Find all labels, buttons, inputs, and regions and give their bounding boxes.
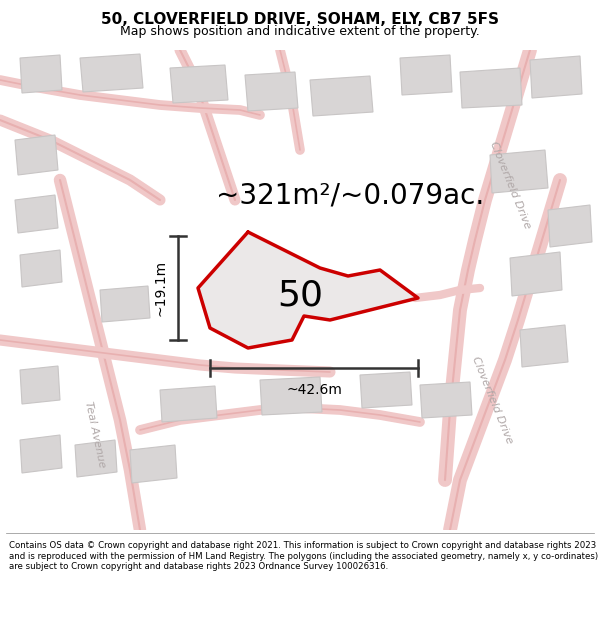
Polygon shape [80,54,143,92]
Text: 50, CLOVERFIELD DRIVE, SOHAM, ELY, CB7 5FS: 50, CLOVERFIELD DRIVE, SOHAM, ELY, CB7 5… [101,12,499,28]
Polygon shape [245,72,298,111]
Polygon shape [460,68,522,108]
Polygon shape [360,372,412,408]
Polygon shape [548,205,592,247]
Text: Cloverfield Drive: Cloverfield Drive [470,355,514,445]
Polygon shape [170,65,228,103]
Polygon shape [310,76,373,116]
Polygon shape [490,150,548,193]
Polygon shape [15,195,58,233]
Polygon shape [160,386,217,422]
Polygon shape [260,377,322,415]
Polygon shape [20,435,62,473]
Text: 50: 50 [277,278,323,312]
Text: Contains OS data © Crown copyright and database right 2021. This information is : Contains OS data © Crown copyright and d… [9,541,598,571]
Polygon shape [15,135,58,175]
Polygon shape [400,55,452,95]
Text: Map shows position and indicative extent of the property.: Map shows position and indicative extent… [120,24,480,38]
Text: ~19.1m: ~19.1m [153,260,167,316]
Text: Teal Avenue: Teal Avenue [83,401,107,469]
Text: ~42.6m: ~42.6m [286,383,342,397]
Polygon shape [130,445,177,483]
Polygon shape [20,366,60,404]
Polygon shape [20,55,62,93]
Polygon shape [100,286,150,322]
Polygon shape [20,250,62,287]
Polygon shape [530,56,582,98]
Polygon shape [75,440,117,477]
Polygon shape [420,382,472,418]
Polygon shape [198,232,418,348]
Text: ~321m²/~0.079ac.: ~321m²/~0.079ac. [216,181,484,209]
Text: Cloverfield Drive: Cloverfield Drive [488,140,532,230]
Polygon shape [510,252,562,296]
Polygon shape [520,325,568,367]
